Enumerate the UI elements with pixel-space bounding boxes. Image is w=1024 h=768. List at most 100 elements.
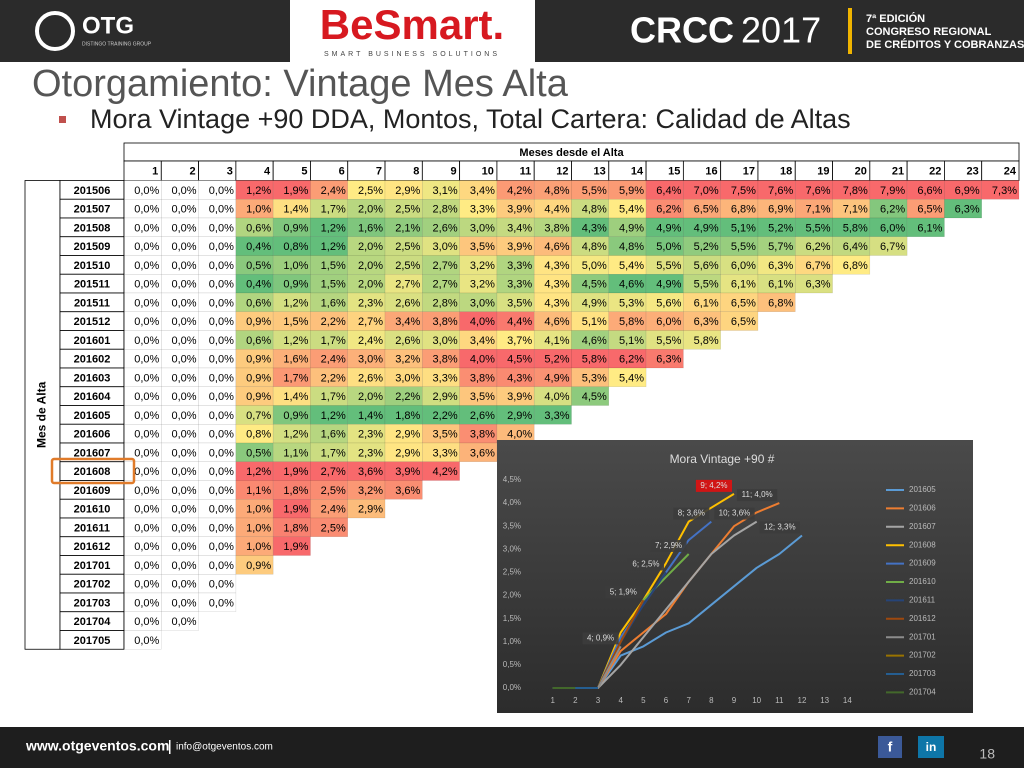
table-cell-text: 2,7% <box>395 279 420 291</box>
table-cell-text: 3,3% <box>507 260 532 272</box>
table-cell <box>272 536 311 556</box>
table-cell-text: 4,4% <box>507 316 532 328</box>
crcc-logo: CRCC <box>630 10 734 51</box>
table-cell-text: 0,9% <box>283 222 308 234</box>
table-cell-text: 0,0% <box>172 466 197 478</box>
table-cell-text: 5,5% <box>656 260 681 272</box>
facebook-label[interactable]: f <box>888 739 893 755</box>
table-cell-text: 5,4% <box>619 260 644 272</box>
x-tick-label: 7 <box>686 696 691 705</box>
table-cell <box>981 180 1020 200</box>
legend-label: 201703 <box>909 669 936 678</box>
table-cell-text: 7,6% <box>768 185 793 197</box>
table-cell-text: 3,5% <box>433 429 458 441</box>
table-cell-text: 3,9% <box>507 241 532 253</box>
table-cell-text: 3,9% <box>507 204 532 216</box>
table-cell-text: 6,9% <box>955 185 980 197</box>
inset-chart: Mora Vintage +90 # 0,0% 0,5% 1,0% 1,5% 2,0% 2… <box>497 440 973 713</box>
data-label-box <box>673 507 710 520</box>
table-cell-text: 5,4% <box>619 204 644 216</box>
table-cell-text: 2,9% <box>395 185 420 197</box>
table-cell-text: 1,6% <box>321 429 346 441</box>
linkedin-label[interactable]: in <box>926 740 937 754</box>
data-label: 6; 2,5% <box>632 560 659 569</box>
table-cell-text: 1,0% <box>283 260 308 272</box>
table-cell-text: 6,0% <box>731 260 756 272</box>
table-cell-text: 4,3% <box>544 279 569 291</box>
column-header: 18 <box>780 166 792 178</box>
table-cell-text: 5,5% <box>694 279 719 291</box>
table-cell-text: 3,9% <box>507 391 532 403</box>
table-cell-text: 1,5% <box>321 279 346 291</box>
table-cell-text: 0,0% <box>134 297 159 309</box>
table-cell-text: 2,2% <box>395 391 420 403</box>
table-cell <box>720 311 759 331</box>
table-cell-text: 5,5% <box>731 241 756 253</box>
table-cell-text: 0,0% <box>134 391 159 403</box>
column-header: 6 <box>339 166 345 178</box>
table-cell-text: 3,2% <box>358 485 383 497</box>
facebook-icon[interactable] <box>878 736 902 758</box>
table-cell-text: 6,5% <box>731 316 756 328</box>
table-cell-text: 3,9% <box>395 466 420 478</box>
table-cell-text: 7,1% <box>843 204 868 216</box>
table-cell-text: 3,1% <box>433 185 458 197</box>
column-header: 12 <box>556 166 568 178</box>
chart-title: Mora Vintage +90 # <box>670 452 775 466</box>
table-cell-text: 1,4% <box>358 410 383 422</box>
table-cell-text: 7,3% <box>992 185 1017 197</box>
table-cell-text: 3,3% <box>433 372 458 384</box>
column-header: 20 <box>855 166 867 178</box>
table-cell-text: 3,8% <box>470 429 495 441</box>
row-label: 201507 <box>74 204 111 216</box>
table-cell-text: 6,3% <box>694 316 719 328</box>
column-header: 17 <box>743 166 755 178</box>
x-tick-label: 1 <box>550 696 555 705</box>
table-cell <box>906 217 945 237</box>
table-cell-text: 1,2% <box>283 429 308 441</box>
table-cell-text: 7,6% <box>805 185 830 197</box>
table-cell-text: 0,0% <box>134 504 159 516</box>
y-tick-label: 4,5% <box>503 475 521 484</box>
table-cell <box>869 236 908 256</box>
linkedin-icon[interactable] <box>918 736 944 758</box>
data-label-box <box>714 507 755 520</box>
row-header-cell <box>24 180 61 650</box>
table-cell-text: 2,5% <box>395 241 420 253</box>
footer-bar <box>0 727 1024 768</box>
row-label: 201605 <box>74 410 111 422</box>
table-cell-text: 2,2% <box>321 316 346 328</box>
table-cell-text: 3,2% <box>470 260 495 272</box>
table-cell-text: 6,2% <box>880 204 905 216</box>
row-label: 201602 <box>74 354 111 366</box>
otg-logo: OTG <box>82 12 134 39</box>
x-tick-label: 11 <box>775 696 784 705</box>
row-label: 201511 <box>74 297 110 309</box>
table-cell-text: 1,1% <box>283 447 308 459</box>
table-cell-text: 3,0% <box>470 297 495 309</box>
table-cell-text: 6,2% <box>656 204 681 216</box>
bullet-text: Mora Vintage +90 DDA, Montos, Total Cart… <box>90 104 851 134</box>
table-cell-text: 3,4% <box>507 222 532 234</box>
table-cell-text: 2,5% <box>395 260 420 272</box>
table-cell-text: 0,0% <box>209 260 234 272</box>
table-cell <box>645 349 684 369</box>
table-cell-text: 5,5% <box>582 185 607 197</box>
table-cell-text: 6,5% <box>731 297 756 309</box>
data-label: 10; 3,6% <box>719 509 751 518</box>
footer-separator <box>169 740 171 754</box>
data-label-box <box>627 558 664 571</box>
table-cell-text: 1,0% <box>246 504 271 516</box>
edition-line: DE CRÉDITOS Y COBRANZAS <box>866 38 1024 51</box>
table-cell-text: 6,5% <box>694 204 719 216</box>
table-cell-text: 3,3% <box>470 204 495 216</box>
y-tick-label: 1,5% <box>503 614 521 623</box>
table-cell-text: 2,9% <box>358 504 383 516</box>
table-cell-text: 6,4% <box>843 241 868 253</box>
data-label: 4; 0,9% <box>587 634 614 643</box>
table-cell-text: 0,0% <box>209 504 234 516</box>
table-cell-text: 4,5% <box>582 391 607 403</box>
table-cell-text: 6,0% <box>656 316 681 328</box>
table-cell-text: 1,2% <box>283 297 308 309</box>
legend-label: 201612 <box>909 614 936 623</box>
